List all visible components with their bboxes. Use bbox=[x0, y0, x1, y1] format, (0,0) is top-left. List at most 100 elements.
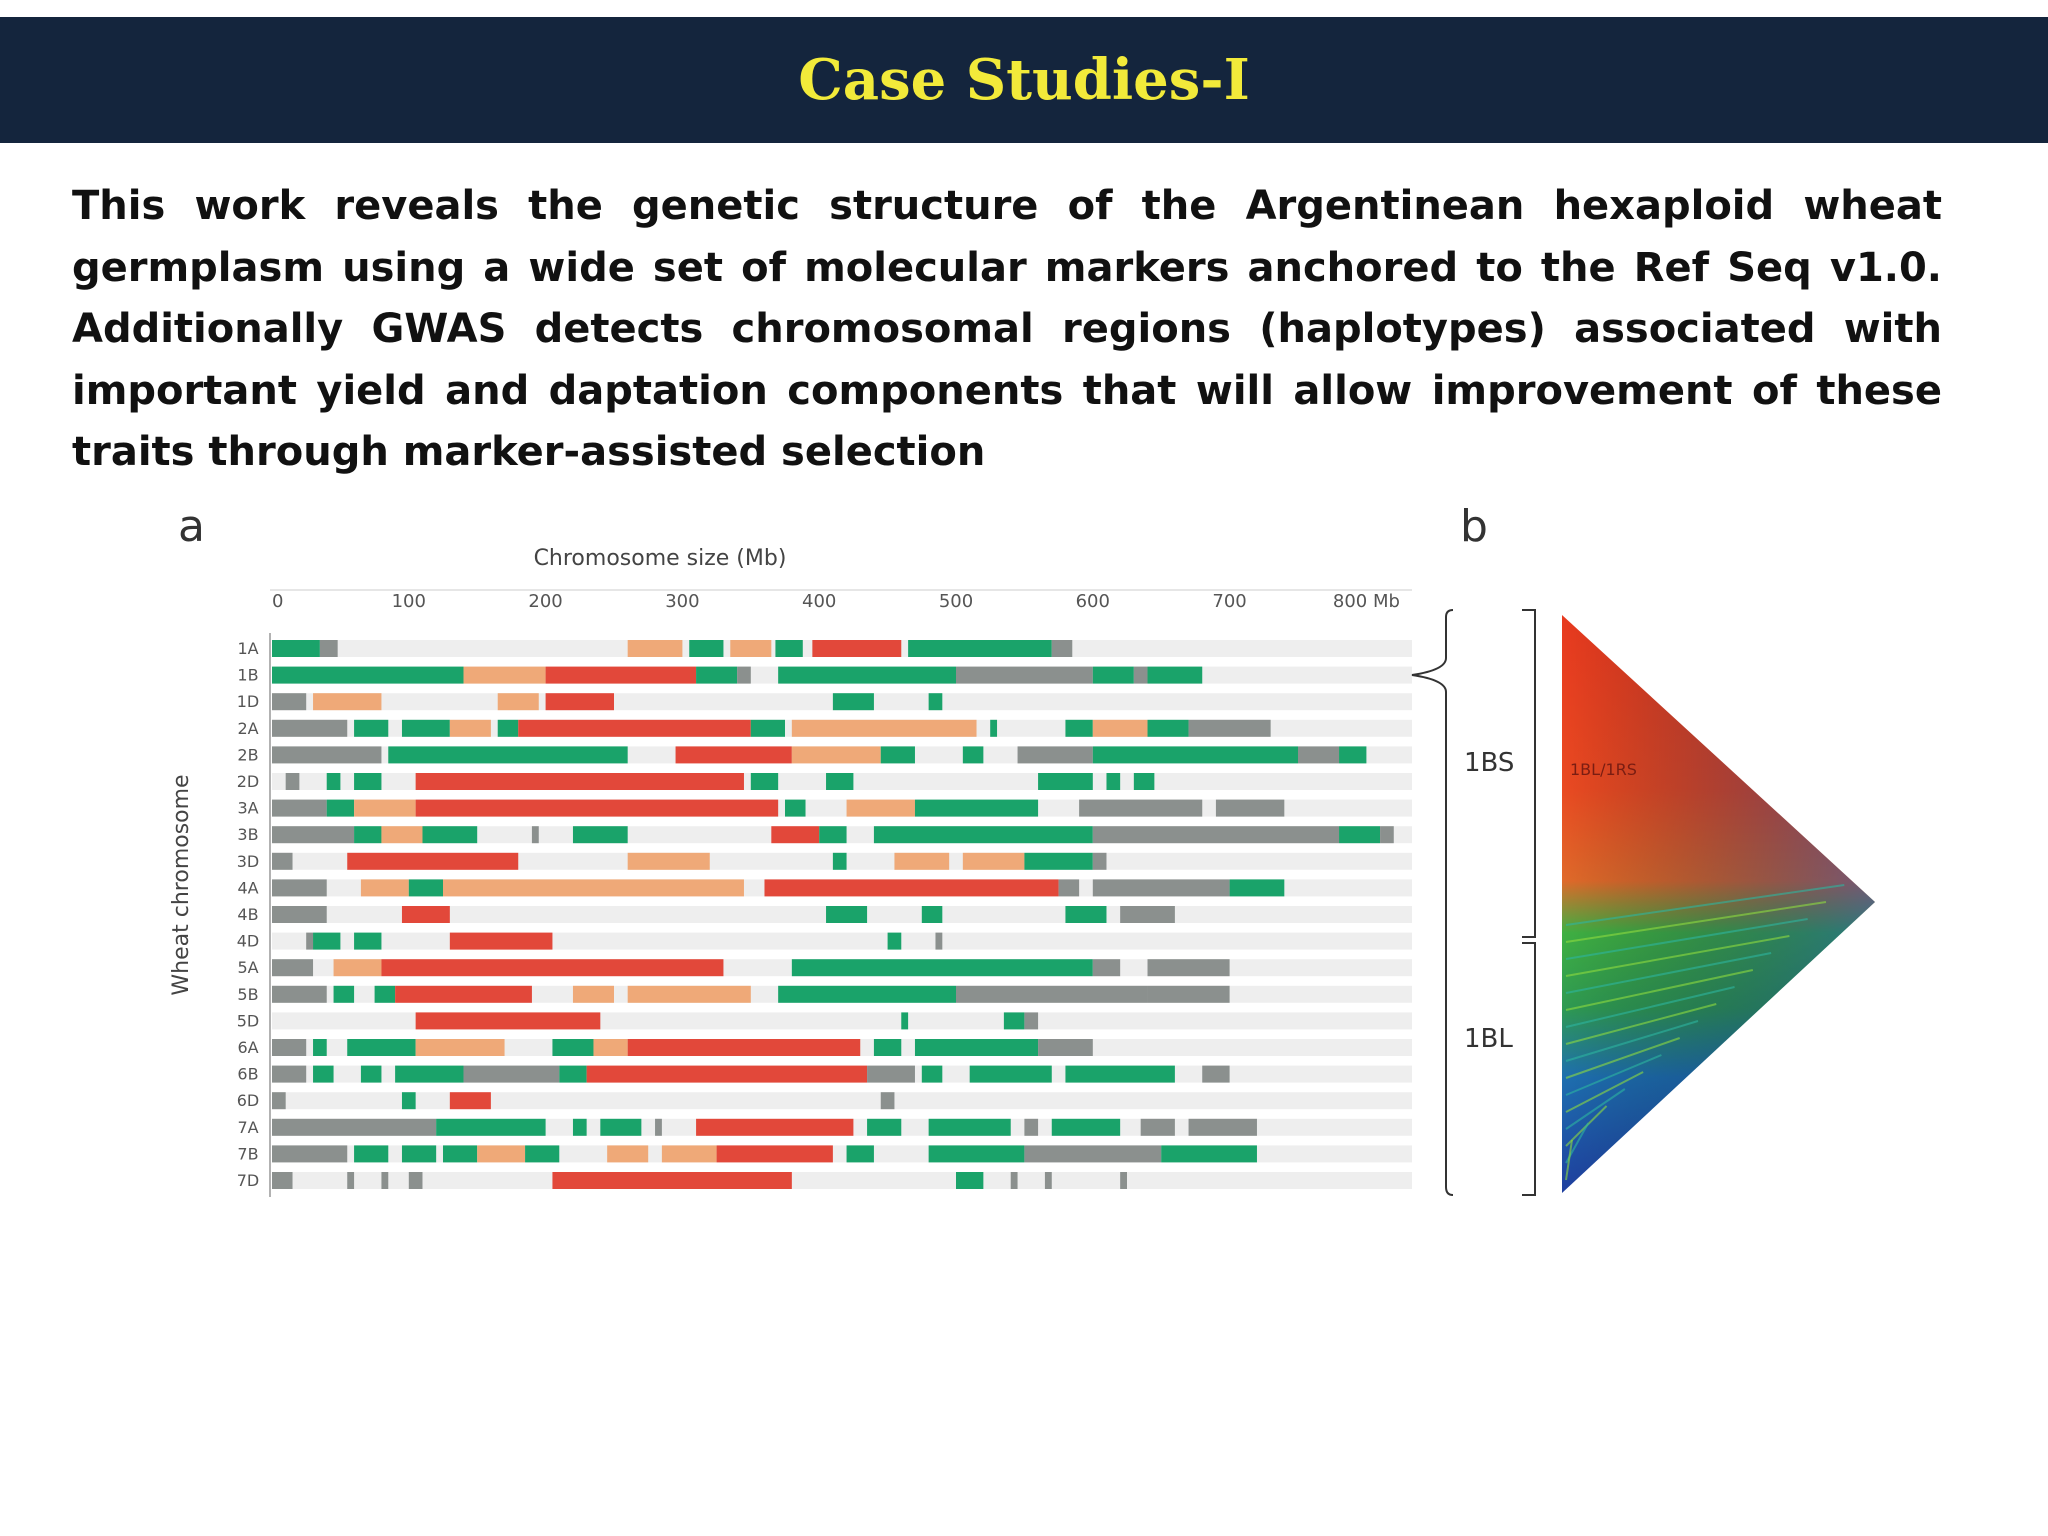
ld-stripe bbox=[1565, 1037, 1681, 1079]
haplotype-block bbox=[791, 959, 1093, 977]
x-axis-label: Chromosome size (Mb) bbox=[534, 546, 787, 571]
haplotype-block bbox=[1010, 1172, 1018, 1189]
haplotype-block bbox=[272, 1039, 307, 1056]
haplotype-block bbox=[497, 719, 519, 737]
haplotype-block bbox=[1038, 1039, 1093, 1056]
haplotype-block bbox=[832, 693, 874, 711]
x-tick-label: 600 bbox=[1076, 591, 1110, 612]
ld-stripe bbox=[1565, 969, 1754, 1011]
x-tick-label: 500 bbox=[939, 591, 973, 612]
chromosome-label: 3D bbox=[237, 852, 260, 871]
slide-title: Case Studies-I bbox=[798, 47, 1250, 113]
haplotype-block bbox=[1133, 773, 1155, 790]
haplotype-block bbox=[272, 879, 327, 897]
haplotype-block bbox=[819, 826, 847, 844]
haplotype-block bbox=[422, 826, 478, 844]
haplotype-block bbox=[272, 719, 348, 737]
ld-inset-label: 1BL/1RS bbox=[1570, 760, 1637, 779]
haplotype-block bbox=[1188, 719, 1271, 737]
haplotype-block bbox=[846, 799, 915, 817]
haplotype-block bbox=[463, 1065, 560, 1083]
haplotype-block bbox=[408, 1172, 423, 1189]
haplotype-block bbox=[272, 693, 307, 711]
haplotype-block bbox=[443, 1145, 478, 1163]
body-paragraph: This work reveals the genetic structure … bbox=[72, 183, 1942, 475]
haplotype-block bbox=[272, 985, 327, 1003]
chromosome-label: 5A bbox=[237, 958, 258, 977]
haplotype-block bbox=[1024, 852, 1093, 870]
haplotype-block bbox=[1147, 666, 1203, 684]
haplotype-block bbox=[1079, 799, 1203, 817]
figure: a Chromosome size (Mb) Wheat chromosome … bbox=[150, 495, 1900, 1215]
haplotype-block bbox=[771, 826, 820, 844]
haplotype-block bbox=[545, 666, 697, 684]
haplotype-block bbox=[388, 746, 628, 764]
haplotype-block bbox=[1161, 1145, 1257, 1163]
haplotype-block bbox=[545, 693, 614, 711]
ld-stripe bbox=[1565, 1088, 1626, 1130]
haplotype-block bbox=[914, 799, 1039, 817]
haplotype-block bbox=[1133, 666, 1148, 684]
haplotype-block bbox=[887, 932, 902, 950]
haplotype-block bbox=[956, 985, 1148, 1003]
haplotype-block bbox=[559, 1065, 587, 1083]
haplotype-block bbox=[477, 1145, 526, 1163]
haplotype-block bbox=[1092, 879, 1230, 897]
title-bar: Case Studies-I bbox=[0, 17, 2048, 143]
haplotype-block bbox=[661, 1145, 717, 1163]
haplotype-block bbox=[272, 959, 314, 977]
haplotype-block bbox=[956, 1172, 984, 1189]
haplotype-block bbox=[607, 1145, 649, 1163]
haplotype-block bbox=[360, 879, 409, 897]
haplotype-block bbox=[873, 1039, 902, 1056]
haplotype-block bbox=[354, 799, 416, 817]
haplotype-block bbox=[655, 1118, 662, 1136]
haplotype-block bbox=[880, 1092, 895, 1110]
x-tick-label: 700 bbox=[1212, 591, 1246, 612]
haplotype-block bbox=[880, 746, 915, 764]
haplotype-block bbox=[1092, 826, 1340, 844]
haplotype-block bbox=[272, 640, 320, 657]
chromosome-brace bbox=[1411, 609, 1454, 1196]
haplotype-block bbox=[395, 985, 532, 1003]
haplotype-block bbox=[600, 1118, 642, 1136]
haplotype-block bbox=[928, 693, 943, 711]
haplotype-block bbox=[408, 879, 443, 897]
haplotype-block bbox=[360, 1065, 382, 1083]
haplotype-block bbox=[272, 906, 327, 923]
haplotype-block bbox=[1024, 1145, 1162, 1163]
x-tick-label: 0 bbox=[272, 591, 283, 612]
haplotype-block bbox=[552, 1039, 594, 1056]
chromosome-label: 6D bbox=[237, 1091, 260, 1110]
haplotype-block bbox=[846, 1145, 874, 1163]
haplotype-block bbox=[901, 1012, 909, 1030]
haplotype-block bbox=[415, 799, 779, 817]
haplotype-block bbox=[415, 773, 744, 790]
haplotype-block bbox=[1120, 906, 1175, 923]
haplotype-block bbox=[1339, 746, 1367, 764]
haplotype-block bbox=[272, 852, 293, 870]
haplotype-block bbox=[272, 1092, 286, 1110]
haplotype-block bbox=[730, 640, 772, 657]
haplotype-block bbox=[347, 1039, 416, 1056]
chromosome-label: 3A bbox=[237, 799, 258, 818]
haplotype-block bbox=[826, 906, 868, 923]
haplotype-block bbox=[552, 1172, 792, 1189]
haplotype-block bbox=[812, 640, 902, 657]
haplotype-block bbox=[928, 1118, 1011, 1136]
haplotype-block bbox=[333, 985, 355, 1003]
haplotype-block bbox=[908, 640, 1052, 657]
chromosome-label: 6A bbox=[237, 1038, 258, 1057]
haplotype-block bbox=[525, 1145, 560, 1163]
haplotype-block bbox=[1024, 1012, 1039, 1030]
haplotype-block bbox=[1380, 826, 1394, 844]
haplotype-block bbox=[1065, 719, 1093, 737]
haplotype-block bbox=[778, 985, 956, 1003]
haplotype-block bbox=[1092, 959, 1121, 977]
ld-stripe bbox=[1565, 918, 1808, 960]
arm-label-1bs: 1BS bbox=[1464, 748, 1514, 778]
haplotype-block bbox=[463, 666, 546, 684]
haplotype-block bbox=[401, 906, 450, 923]
haplotype-block bbox=[381, 1172, 389, 1189]
chromosome-track bbox=[272, 932, 1412, 950]
